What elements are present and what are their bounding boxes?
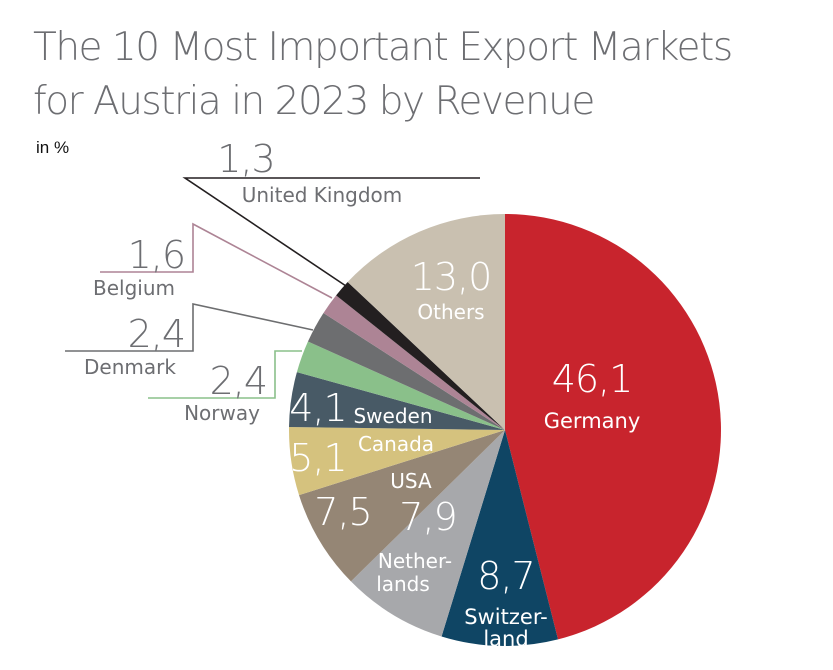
pie-slice-others [347,214,505,430]
value-label-switzer-land: 8,7 [477,554,534,598]
pie-slice-canada [288,426,505,496]
value-label-denmark: 2,4 [128,312,185,356]
category-label-sweden: Sweden [353,404,432,428]
value-label-united-kingdom: 1,3 [217,137,274,181]
category-label-switzer-land: Switzer-land [464,605,547,651]
pie-slices [288,214,721,646]
slice-labels: 46,1 Germany 8,7 Switzer-land 7,9 Nether-land… [84,137,640,651]
category-label-nether-lands: Nether-lands [376,549,452,596]
chart-title-line-1: The 10 Most Important Export Markets [33,25,733,70]
category-label-others: Others [417,300,484,324]
value-label-norway: 2,4 [210,359,267,403]
category-label-germany: Germany [544,409,641,433]
category-label-united-kingdom: United Kingdom [242,183,403,207]
leader-lines [65,177,480,399]
pie-slice-nether-lands [350,430,505,637]
pie-slice-united-kingdom [336,282,505,430]
pie-slice-belgium [323,295,505,430]
unit-label: in % [36,138,70,157]
pie-slice-denmark [307,312,505,430]
value-label-belgium: 1,6 [128,233,185,277]
value-label-germany: 46,1 [552,357,633,401]
value-label-others: 13,0 [411,255,492,299]
chart-title-line-2: for Austria in 2023 by Revenue [33,79,595,124]
category-label-usa: USA [390,469,432,493]
category-label-belgium: Belgium [93,276,175,300]
value-label-sweden: 4,1 [289,386,346,430]
leader-line-norway [148,350,302,399]
value-label-canada: 5,1 [289,436,346,480]
value-label-nether-lands: 7,9 [399,495,456,539]
leader-line-belgium [100,222,333,299]
category-label-denmark: Denmark [84,355,176,379]
value-label-usa: 7,5 [314,490,371,534]
pie-slice-germany [505,214,721,640]
leader-line-united-kingdom [182,177,480,287]
leader-line-denmark [65,303,314,352]
pie-slice-usa [299,430,505,582]
category-label-norway: Norway [184,401,260,425]
category-label-canada: Canada [358,432,434,456]
pie-slice-sweden [289,372,505,430]
pie-slice-switzer-land [441,430,559,646]
pie-slice-norway [296,341,505,430]
